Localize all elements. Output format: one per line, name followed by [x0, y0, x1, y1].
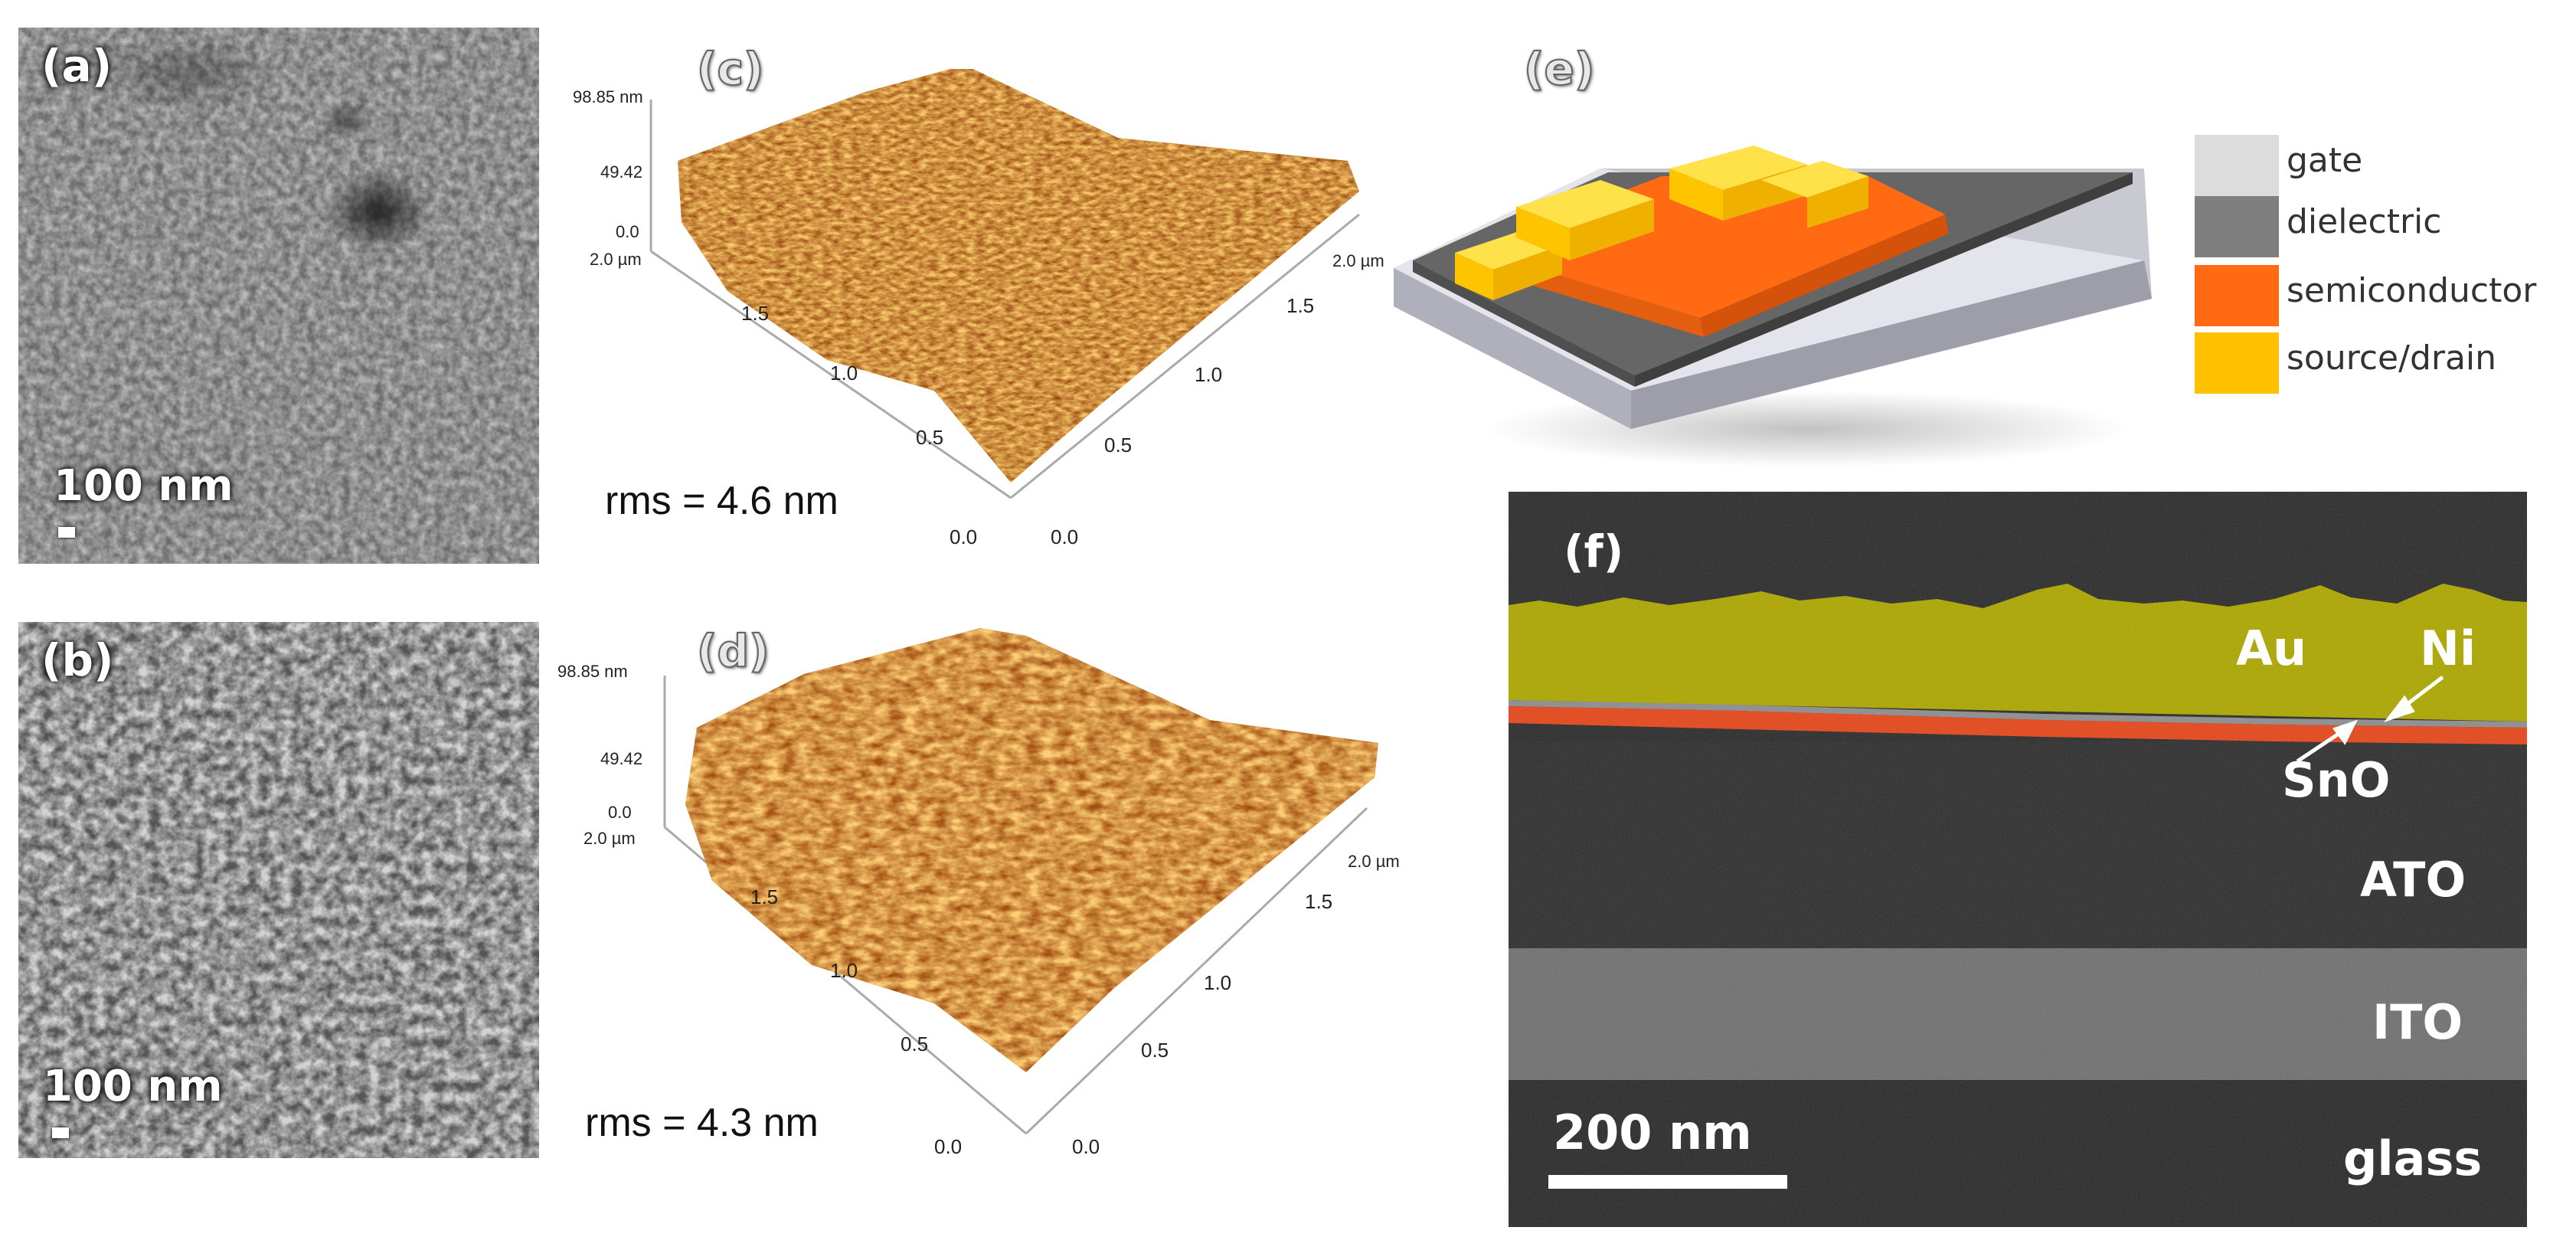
left-tick-3-d: 0.5 — [901, 1032, 928, 1055]
afm-surface-shape-d — [685, 628, 1378, 1072]
z-tick-mid-d: 49.42 — [600, 749, 642, 768]
source-drain-pads — [1455, 146, 1868, 300]
legend-label-semiconductor: semiconductor — [2287, 271, 2537, 310]
rms-label-c: rms = 4.6 nm — [605, 479, 839, 523]
cross-section-image-f: (f) Au Ni SnO ATO ITO glass 200 nm — [1509, 492, 2527, 1227]
legend-item-source-drain: source/drain — [2195, 332, 2496, 394]
layer-label-au: Au — [2236, 620, 2307, 676]
y-tick-top-d: 2.0 µm — [584, 829, 636, 848]
legend-swatch-source-drain — [2195, 332, 2279, 394]
legend-label-source-drain: source/drain — [2287, 339, 2497, 378]
ni-arrow — [2384, 676, 2444, 722]
legend-item-dielectric: dielectric — [2195, 196, 2441, 257]
left-tick-2-c: 1.0 — [830, 362, 858, 385]
layer-label-ni: Ni — [2420, 620, 2476, 676]
legend-label-dielectric: dielectric — [2287, 202, 2442, 241]
z-tick-bottom-d: 0.0 — [608, 803, 632, 822]
layer-label-ato: ATO — [2360, 852, 2466, 908]
y-tick-top-c: 2.0 µm — [590, 250, 642, 269]
right-tick-2-d: 1.0 — [1204, 971, 1231, 994]
legend-swatch-semiconductor — [2195, 265, 2279, 326]
panel-label-e: (e) — [1523, 42, 1595, 96]
legend-swatch-gate — [2195, 135, 2279, 196]
right-tick-4-c: 0.0 — [1051, 525, 1078, 548]
sem-image-b: (b) 100 nm — [18, 622, 539, 1158]
panel-label-d: (d) — [696, 624, 770, 678]
right-tick-4-d: 0.0 — [1072, 1135, 1100, 1158]
scale-bar-label-b: 100 nm — [43, 1062, 223, 1111]
left-tick-1-c: 1.5 — [741, 302, 769, 325]
panel-label-c: (c) — [696, 42, 764, 96]
z-tick-mid-c: 49.42 — [600, 162, 642, 182]
sem-texture-a — [18, 28, 539, 564]
layer-label-ito: ITO — [2372, 994, 2463, 1050]
legend-swatch-dielectric — [2195, 196, 2279, 257]
left-tick-1-d: 1.5 — [750, 885, 778, 908]
afm-surface-shape-c — [678, 69, 1359, 483]
right-tick-2-c: 1.0 — [1195, 363, 1222, 386]
scale-bar-f — [1548, 1175, 1787, 1189]
sem-image-a: (a) 100 nm — [18, 28, 539, 564]
right-tick-1-c: 1.5 — [1286, 294, 1314, 317]
right-tick-top-c: 2.0 µm — [1332, 251, 1384, 270]
right-tick-3-c: 0.5 — [1104, 434, 1132, 457]
legend-label-gate: gate — [2287, 141, 2363, 180]
layer-label-glass: glass — [2343, 1131, 2483, 1186]
right-tick-1-d: 1.5 — [1305, 890, 1332, 913]
scale-bar-label-f: 200 nm — [1553, 1104, 1752, 1160]
scale-bar-b — [52, 1127, 69, 1138]
left-tick-2-d: 1.0 — [830, 959, 858, 982]
right-tick-3-d: 0.5 — [1141, 1039, 1169, 1062]
layer-label-sno: SnO — [2282, 752, 2391, 808]
panel-label-a: (a) — [41, 40, 113, 92]
left-tick-4-c: 0.0 — [950, 525, 977, 548]
afm-surface-d: 98.85 nm 49.42 0.0 2.0 µm 1.5 1.0 0.5 0.… — [557, 628, 1400, 1158]
left-tick-3-c: 0.5 — [916, 426, 943, 449]
cross-section-layers — [1509, 492, 2527, 1227]
z-tick-top-c: 98.85 nm — [573, 87, 643, 106]
sem-texture-b — [18, 622, 539, 1158]
afm-axes-c — [649, 100, 1360, 499]
scale-bar-a — [58, 527, 75, 538]
legend-item-gate: gate — [2195, 135, 2424, 196]
left-tick-4-d: 0.0 — [934, 1135, 962, 1158]
panel-label-b: (b) — [41, 634, 114, 686]
rms-label-d: rms = 4.3 nm — [585, 1101, 819, 1145]
device-schematic — [1394, 146, 2152, 467]
right-tick-top-d: 2.0 µm — [1348, 852, 1400, 871]
z-tick-top-d: 98.85 nm — [557, 662, 628, 681]
legend-item-semiconductor: semiconductor — [2195, 265, 2536, 326]
panel-label-f: (f) — [1564, 525, 1624, 578]
afm-surface-c: 98.85 nm 49.42 0.0 2.0 µm 1.5 1.0 0.5 0.… — [573, 69, 1384, 548]
sno-arrow — [2296, 719, 2358, 764]
z-tick-bottom-c: 0.0 — [616, 222, 639, 241]
scale-bar-label-a: 100 nm — [54, 461, 234, 511]
